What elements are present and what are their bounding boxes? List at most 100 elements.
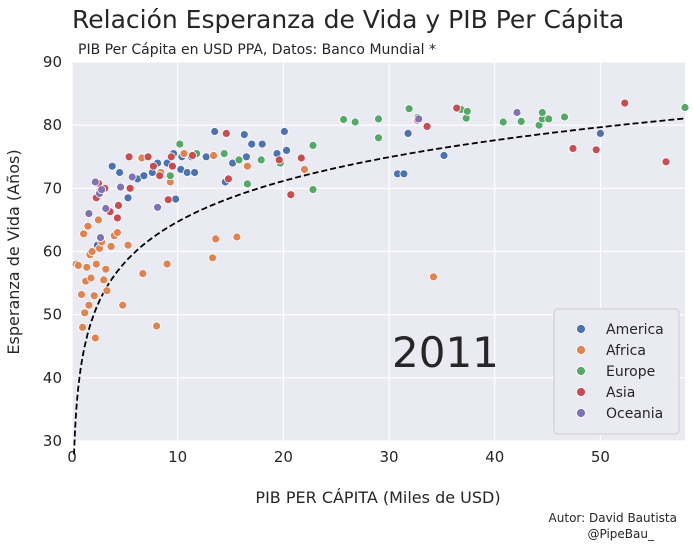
point-europe bbox=[462, 106, 472, 116]
point-america bbox=[399, 169, 409, 179]
point-oceania bbox=[101, 204, 111, 213]
x-tick-labels: 0 10 20 30 40 50 bbox=[67, 448, 610, 466]
point-america bbox=[210, 127, 220, 136]
point-america bbox=[257, 139, 267, 149]
point-america bbox=[201, 152, 211, 162]
point-africa bbox=[102, 286, 112, 296]
legend-label-asia: Asia bbox=[606, 385, 635, 401]
point-europe bbox=[544, 114, 554, 124]
point-africa bbox=[82, 262, 92, 272]
x-tick-label: 20 bbox=[274, 448, 293, 466]
credit-author: Autor: David Bautista bbox=[549, 511, 677, 525]
point-america bbox=[107, 161, 117, 171]
point-america bbox=[279, 127, 289, 136]
legend-marker-asia bbox=[576, 387, 586, 397]
point-europe bbox=[242, 179, 252, 189]
legend-label-america: America bbox=[606, 322, 664, 338]
chart-title: Relación Esperanza de Vida y PIB Per Cáp… bbox=[72, 5, 624, 34]
legend-marker-africa bbox=[576, 345, 586, 355]
point-america bbox=[403, 128, 413, 138]
point-asia bbox=[114, 200, 123, 210]
point-africa bbox=[83, 221, 93, 231]
point-africa bbox=[300, 164, 309, 174]
point-america bbox=[123, 193, 133, 203]
point-africa bbox=[179, 149, 189, 159]
point-asia bbox=[661, 157, 671, 167]
point-europe bbox=[680, 103, 690, 112]
x-tick-label: 50 bbox=[591, 448, 610, 466]
point-africa bbox=[91, 259, 101, 269]
y-axis-label: Esperanza de Vida (Años) bbox=[4, 149, 23, 354]
point-asia bbox=[113, 213, 122, 223]
data-points bbox=[71, 98, 690, 343]
credit-handle: @PipeBau_ bbox=[588, 527, 655, 541]
point-africa bbox=[80, 308, 90, 318]
point-oceania bbox=[96, 233, 105, 243]
point-oceania bbox=[512, 108, 522, 117]
point-europe bbox=[256, 155, 266, 165]
point-america bbox=[282, 145, 292, 155]
point-africa bbox=[73, 260, 83, 270]
point-africa bbox=[84, 300, 94, 310]
x-tick-label: 30 bbox=[380, 448, 399, 466]
point-africa bbox=[138, 269, 148, 279]
point-asia bbox=[221, 128, 231, 138]
legend-label-africa: Africa bbox=[606, 343, 646, 359]
point-asia bbox=[422, 122, 432, 131]
point-africa bbox=[152, 321, 162, 331]
point-asia bbox=[148, 161, 158, 171]
y-tick-label: 80 bbox=[43, 116, 62, 134]
point-america bbox=[247, 139, 257, 149]
point-asia bbox=[143, 152, 153, 162]
point-america bbox=[115, 168, 124, 177]
point-europe bbox=[350, 117, 360, 127]
y-tick-label: 90 bbox=[43, 53, 62, 71]
point-oceania bbox=[97, 185, 106, 195]
y-tick-label: 70 bbox=[43, 179, 62, 197]
point-oceania bbox=[127, 172, 137, 182]
point-africa bbox=[101, 264, 111, 274]
x-tick-label: 10 bbox=[168, 448, 187, 466]
point-america bbox=[182, 168, 192, 177]
point-europe bbox=[404, 104, 414, 114]
legend: America Africa Europe Asia Oceania bbox=[553, 308, 680, 435]
point-europe bbox=[537, 108, 547, 117]
grid bbox=[71, 61, 685, 442]
point-europe bbox=[308, 185, 318, 195]
point-africa bbox=[211, 234, 221, 244]
point-america bbox=[139, 171, 149, 181]
point-africa bbox=[232, 232, 242, 242]
legend-box bbox=[553, 308, 680, 435]
point-africa bbox=[123, 240, 133, 250]
point-africa bbox=[208, 253, 218, 263]
point-asia bbox=[125, 183, 135, 193]
point-america bbox=[241, 152, 251, 162]
point-africa bbox=[94, 215, 103, 225]
point-asia bbox=[296, 153, 306, 163]
point-africa bbox=[113, 228, 122, 237]
point-africa bbox=[77, 290, 86, 299]
y-tick-label: 60 bbox=[43, 243, 62, 261]
point-africa bbox=[87, 247, 97, 256]
point-africa bbox=[429, 272, 438, 282]
point-asia bbox=[591, 145, 601, 155]
point-asia bbox=[124, 152, 134, 162]
y-tick-label: 30 bbox=[43, 432, 62, 450]
point-asia bbox=[155, 171, 165, 181]
point-america bbox=[190, 168, 200, 177]
point-asia bbox=[452, 103, 462, 113]
point-africa bbox=[118, 300, 128, 310]
point-asia bbox=[286, 190, 296, 200]
point-oceania bbox=[116, 182, 125, 192]
point-africa bbox=[242, 161, 252, 171]
point-oceania bbox=[414, 114, 424, 124]
point-africa bbox=[86, 273, 96, 283]
y-tick-label: 50 bbox=[43, 306, 62, 324]
point-europe bbox=[308, 140, 318, 150]
point-africa bbox=[106, 241, 116, 251]
point-europe bbox=[560, 112, 569, 122]
point-oceania bbox=[84, 209, 94, 219]
point-europe bbox=[516, 117, 526, 126]
legend-marker-america bbox=[576, 324, 586, 334]
